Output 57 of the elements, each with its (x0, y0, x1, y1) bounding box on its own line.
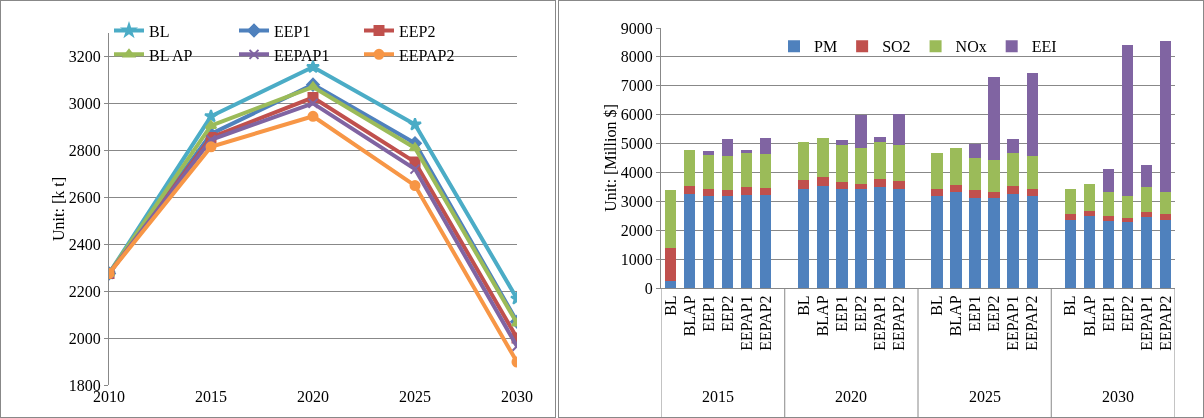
x-tick-label: EEPAP2 (1156, 295, 1174, 351)
x-tick-label: BLAP (1080, 295, 1098, 337)
y-tick-label: 2000 (68, 329, 101, 347)
legend-label: EEPAP1 (274, 46, 330, 64)
x-tick-label: BL (1061, 295, 1079, 316)
y-tick-label: 3000 (68, 95, 101, 112)
y-tick-label: 6000 (620, 106, 653, 124)
y-tick-label: 2200 (68, 282, 101, 300)
legend-label: EEP2 (399, 22, 436, 40)
legend-label: BL AP (149, 46, 193, 64)
y-axis-title: Unit: [k t] (49, 177, 67, 241)
y-tick-label: 4000 (620, 164, 653, 182)
x-tick-label: EEP2 (985, 295, 1003, 332)
x-tick-label: 2020 (297, 388, 329, 405)
legend-label: PM (814, 38, 838, 56)
y-tick-label: 2400 (68, 235, 101, 253)
y-tick-label: 7000 (620, 77, 653, 95)
x-tick-label: BLAP (680, 295, 698, 337)
x-tick-label: EEP2 (852, 295, 870, 332)
x-tick-label: BL (661, 295, 679, 316)
x-tick-label: EEPAP2 (1023, 295, 1041, 351)
legend-label: EEI (1031, 38, 1057, 56)
y-tick-label: 1000 (620, 250, 653, 268)
x-tick-label: EEPAP1 (871, 295, 889, 351)
x-tick-label: BL (928, 295, 946, 316)
x-tick-label: EEP1 (833, 295, 851, 332)
y-tick-label: 2800 (68, 141, 101, 159)
x-tick-label: BLAP (947, 295, 965, 337)
legend-label: BL (149, 22, 170, 40)
legend-label: EEP1 (274, 22, 311, 40)
x-tick-label: EEPAP2 (756, 295, 774, 351)
legend-label: NOx (955, 38, 987, 56)
legend-label: EEPAP2 (399, 46, 455, 64)
x-tick-label: EEP1 (1099, 295, 1117, 332)
x-tick-label: 2025 (399, 388, 431, 405)
x-tick-label: EEPAP2 (890, 295, 908, 351)
y-tick-label: 2600 (68, 188, 101, 206)
y-tick-label: 2000 (620, 221, 653, 239)
x-tick-label: EEP2 (1118, 295, 1136, 332)
y-tick-label: 3200 (68, 48, 101, 66)
y-tick-label: 5000 (620, 135, 653, 153)
y-tick-label: 3000 (620, 192, 653, 210)
x-tick-label: EEP1 (699, 295, 717, 332)
y-tick-label: 8000 (620, 48, 653, 66)
x-tick-label: EEP1 (966, 295, 984, 332)
legend-label: SO2 (882, 38, 911, 56)
x-tick-label: EEPAP1 (1004, 295, 1022, 351)
x-tick-label: 2015 (195, 388, 227, 405)
y-axis-title: Unit: [Million $] (601, 104, 619, 212)
x-tick-label: EEPAP1 (1137, 295, 1155, 351)
y-tick-label: 9000 (620, 19, 653, 37)
y-tick-label: 0 (644, 279, 653, 297)
x-tick-label: EEP2 (718, 295, 736, 332)
x-tick-label: BL (794, 295, 812, 316)
x-tick-label: BLAP (814, 295, 832, 337)
x-tick-label: 2030 (501, 388, 533, 405)
x-tick-label: EEPAP1 (737, 295, 755, 351)
